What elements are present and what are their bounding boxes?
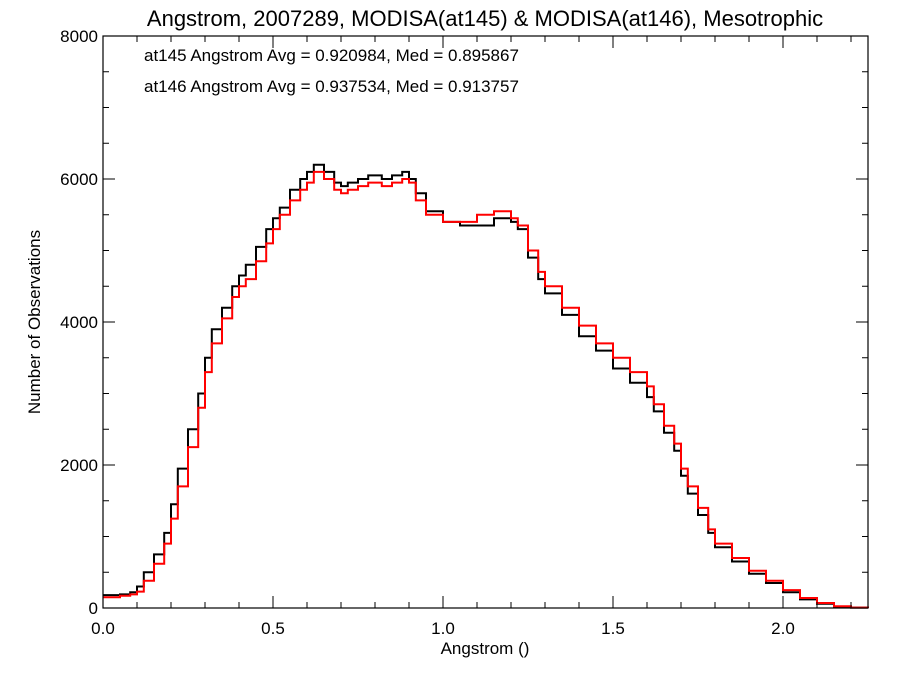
plot-frame <box>102 35 869 609</box>
series-layer <box>103 163 869 609</box>
x-tick-label: 0.5 <box>261 619 285 638</box>
x-axis-label: Angstrom () <box>441 639 530 658</box>
y-tick-label: 6000 <box>60 170 98 189</box>
x-tick-label: 1.5 <box>601 619 625 638</box>
x-tick-label: 0.0 <box>91 619 115 638</box>
ticks-layer: 0.0 0.5 1.0 1.5 2.0 0 2000 4000 6000 8000 <box>60 27 868 638</box>
annotation-at145: at145 Angstrom Avg = 0.920984, Med = 0.8… <box>144 46 519 65</box>
x-tick-label: 1.0 <box>431 619 455 638</box>
y-axis-label: Number of Observations <box>25 230 44 414</box>
y-tick-label: 0 <box>89 599 98 618</box>
chart-title: Angstrom, 2007289, MODISA(at145) & MODIS… <box>147 6 823 31</box>
x-tick-label: 2.0 <box>771 619 795 638</box>
annotation-at146: at146 Angstrom Avg = 0.937534, Med = 0.9… <box>144 77 519 96</box>
series-line-at145 <box>103 163 869 609</box>
y-tick-label: 2000 <box>60 456 98 475</box>
y-tick-label: 4000 <box>60 313 98 332</box>
y-tick-label: 8000 <box>60 27 98 46</box>
series-line-at146 <box>103 170 869 609</box>
